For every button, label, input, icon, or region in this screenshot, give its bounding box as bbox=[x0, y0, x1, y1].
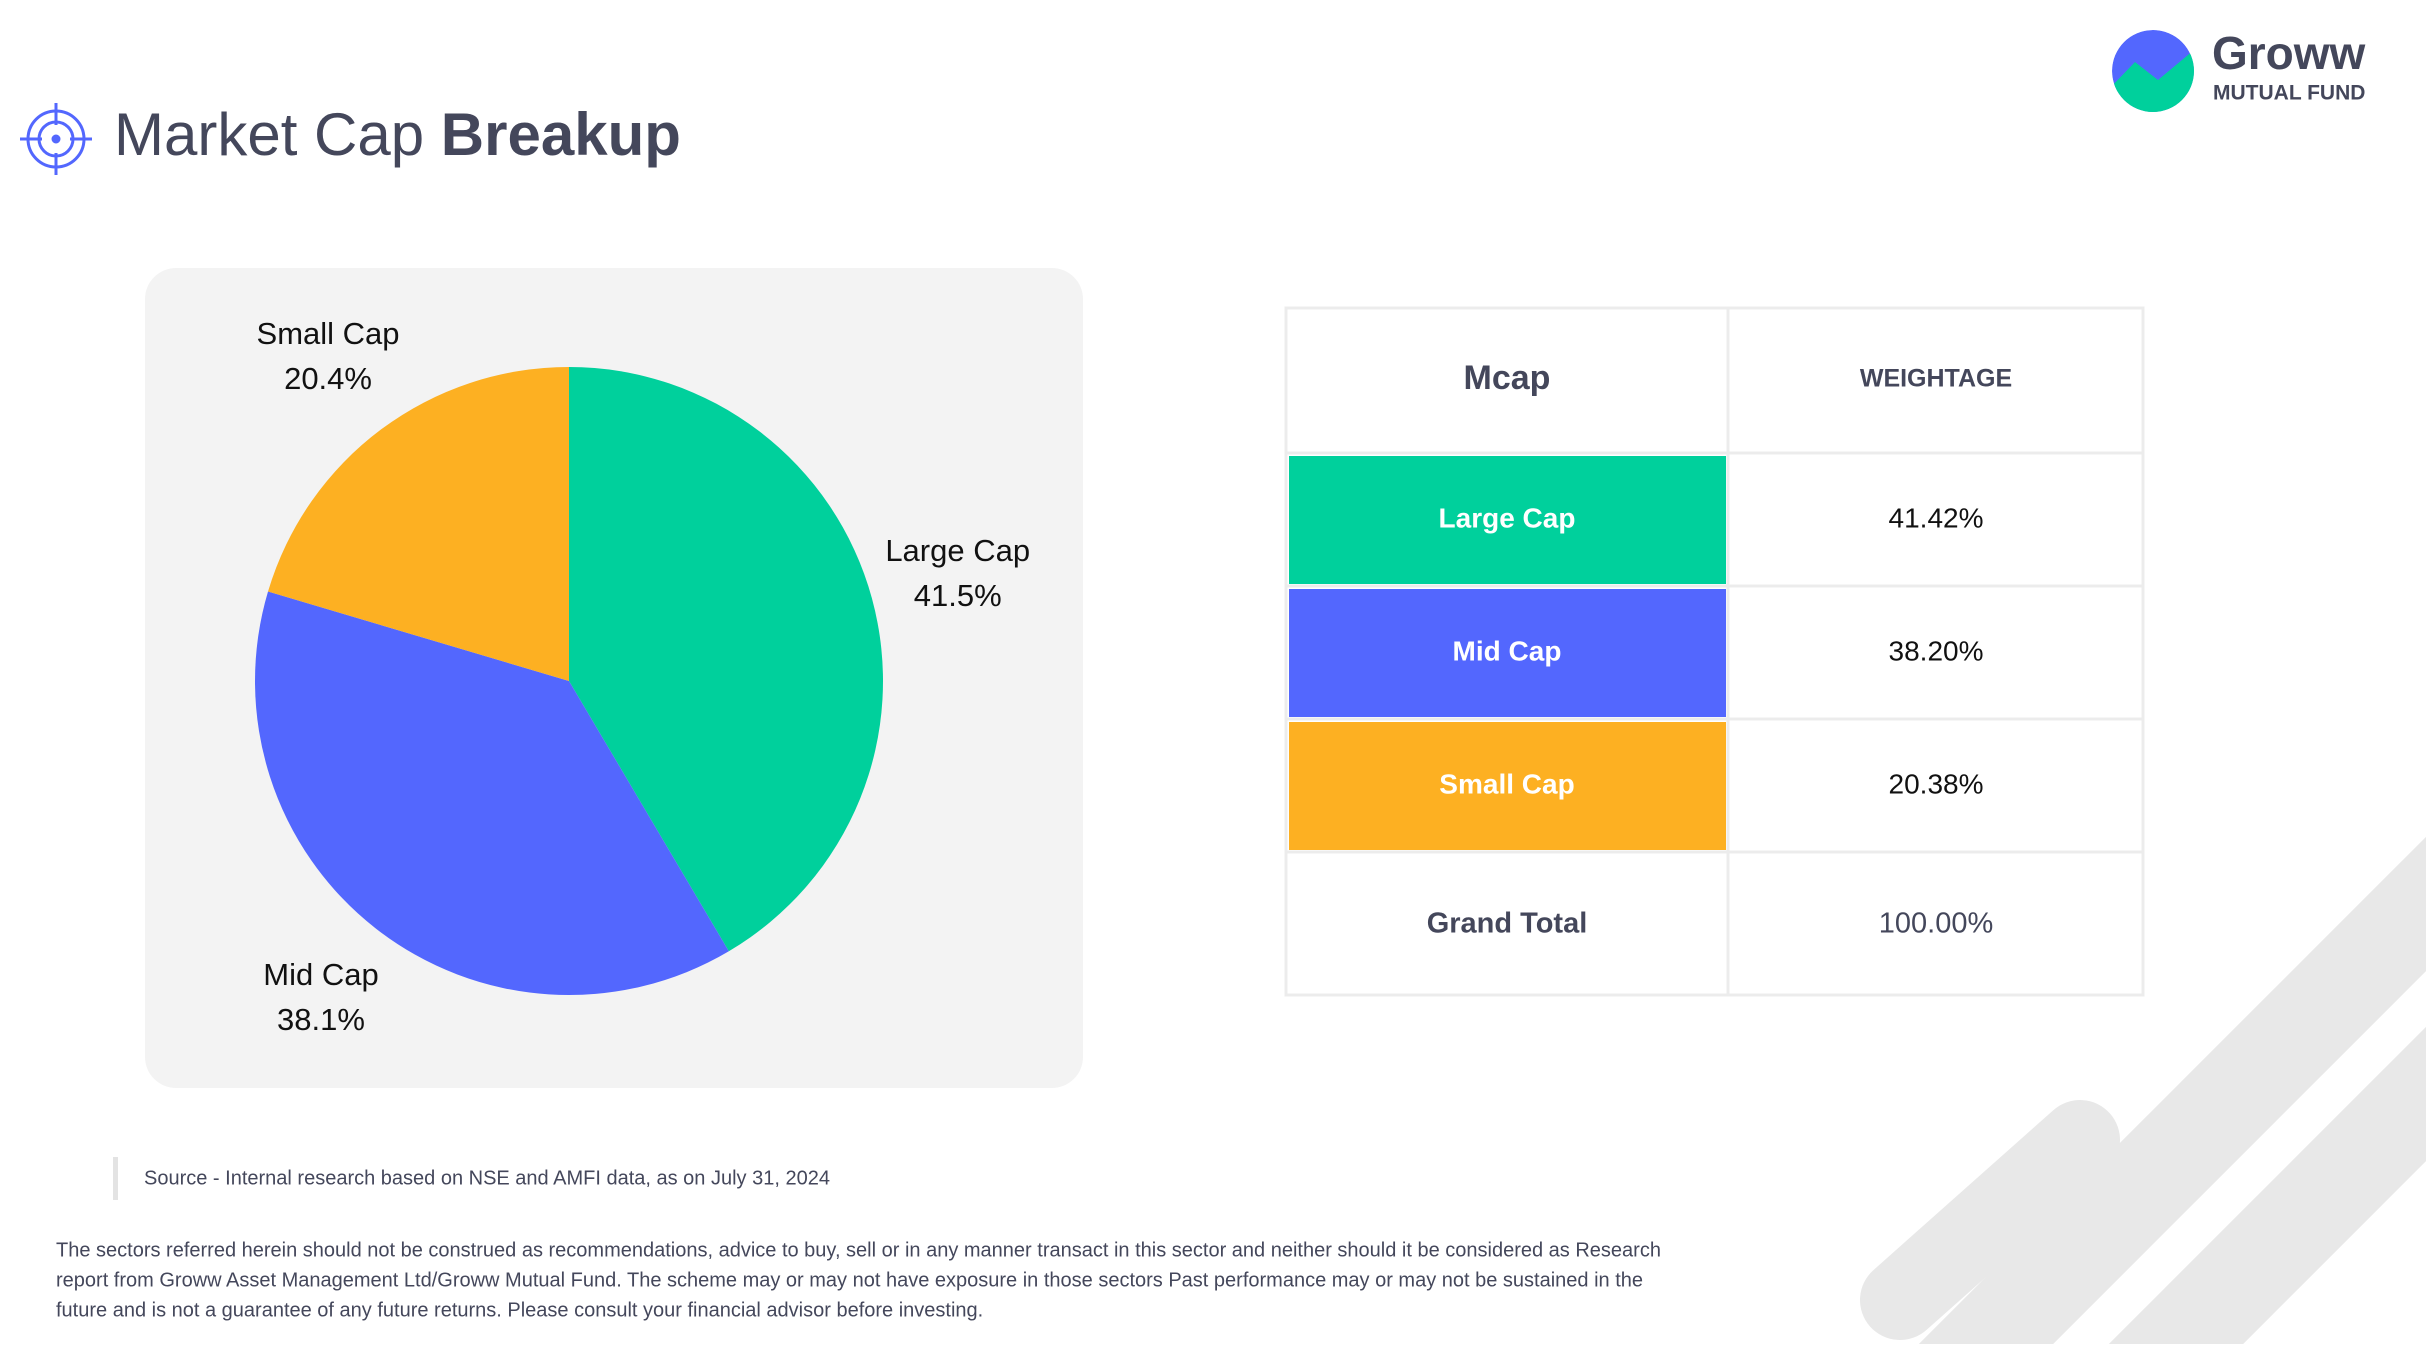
table-cell: Mid Cap bbox=[1453, 635, 1562, 666]
table-cell: 20.38% bbox=[1889, 768, 1984, 799]
slice-value: 20.4% bbox=[284, 361, 372, 396]
cell-fill bbox=[1289, 589, 1726, 717]
brand-logo bbox=[2112, 30, 2194, 112]
slice-value: 38.1% bbox=[277, 1002, 365, 1037]
table-cell: Small Cap bbox=[1439, 768, 1574, 799]
table-header: WEIGHTAGE bbox=[1860, 365, 2012, 393]
table-cell: 41.42% bbox=[1889, 502, 1984, 533]
pie-slice bbox=[268, 367, 569, 681]
brand-name: Groww bbox=[2212, 27, 2366, 79]
table-cell: Large Cap bbox=[1439, 502, 1576, 533]
title-light: Market Cap bbox=[114, 101, 424, 168]
cell-fill bbox=[1289, 456, 1726, 584]
source-note: Source - Internal research based on NSE … bbox=[144, 1167, 830, 1189]
pie-slice bbox=[255, 591, 729, 995]
title-bold: Breakup bbox=[441, 101, 681, 168]
table-header: Mcap bbox=[1464, 359, 1551, 397]
disclaimer-line: future and is not a guarantee of any fut… bbox=[56, 1299, 983, 1321]
decor-stripes bbox=[1860, 836, 2426, 1349]
title-icon bbox=[20, 103, 92, 175]
brand-sub: MUTUAL FUND bbox=[2213, 82, 2365, 105]
weight-table: Mcap WEIGHTAGE Large Cap 41.42% Mid Cap … bbox=[1284, 306, 2145, 997]
slice-label: Small Cap bbox=[257, 316, 400, 351]
pie-chart: Large Cap 41.5% Mid Cap 38.1% Small Cap 20.4% bbox=[255, 316, 1030, 1037]
table-cell: 38.20% bbox=[1889, 635, 1984, 666]
page-title: Market Cap Breakup bbox=[114, 101, 681, 168]
slice-value: 41.5% bbox=[914, 578, 1002, 613]
pie-slice bbox=[569, 367, 884, 952]
disclaimer-line: report from Groww Asset Management Ltd/G… bbox=[56, 1269, 1643, 1291]
table-cell: 100.00% bbox=[1879, 908, 1994, 940]
slice-label: Large Cap bbox=[885, 533, 1030, 568]
table-cell: Grand Total bbox=[1427, 908, 1588, 940]
cell-fill bbox=[1289, 722, 1726, 850]
slice-label: Mid Cap bbox=[263, 957, 378, 992]
source-bar bbox=[113, 1157, 118, 1200]
disclaimer-line: The sectors referred herein should not b… bbox=[56, 1239, 1661, 1261]
